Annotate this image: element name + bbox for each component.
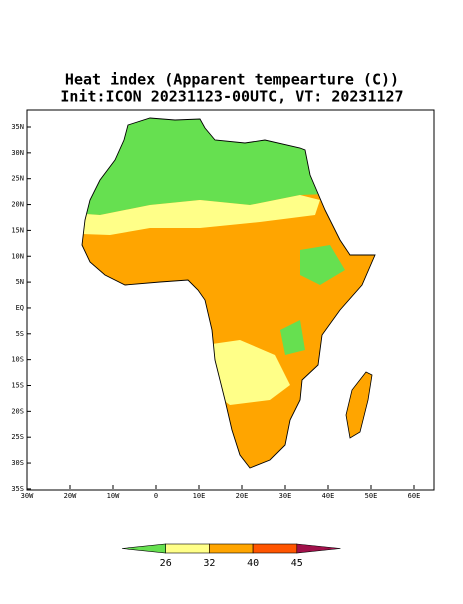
lon-label: 10W [107, 492, 120, 500]
coastline [81, 117, 376, 469]
lon-label: 0 [154, 492, 158, 500]
lon-label: 20E [236, 492, 249, 500]
lon-label: 20W [64, 492, 77, 500]
lon-label: 10E [193, 492, 206, 500]
region [82, 195, 320, 235]
colorbar-segment [165, 543, 210, 554]
region [82, 118, 375, 215]
colorbar-label: 45 [291, 558, 303, 569]
africa [82, 118, 375, 468]
map [26, 109, 435, 491]
lat-label: EQ [16, 304, 24, 312]
lon-label: 60E [408, 492, 421, 500]
lat-label: 5S [16, 330, 24, 338]
colorbar-segment [296, 543, 341, 554]
region [280, 320, 305, 355]
colorbar-segment [121, 543, 166, 554]
region [300, 245, 345, 285]
colorbar-label: 26 [160, 558, 172, 569]
lat-label: 30S [11, 459, 24, 467]
colorbar: 26 32 40 45 [121, 543, 341, 569]
lon-label: 50E [365, 492, 378, 500]
lat-label: 15N [11, 226, 24, 234]
lat-label: 35S [11, 485, 24, 493]
subtitle: Init:ICON 20231123-00UTC, VT: 20231127 [60, 88, 403, 106]
lat-label: 10S [11, 356, 24, 364]
colorbar-label: 32 [203, 558, 215, 569]
lon-label: 40E [322, 492, 335, 500]
region [205, 340, 290, 405]
title: Heat index (Apparent tempearture (C)) [65, 71, 399, 89]
colorbar-label: 40 [247, 558, 259, 569]
lat-label: 25S [11, 433, 24, 441]
lat-label: 25N [11, 175, 24, 183]
lat-label: 15S [11, 382, 24, 390]
lat-label: 35N [11, 123, 24, 131]
lat-label: 10N [11, 252, 24, 260]
lon-label: 30E [279, 492, 292, 500]
ticks: 35N 30N 25N 20N 15N 10N 5N EQ 5S 10S 15S 20S 25S 30S 3… [11, 123, 420, 500]
lat-label: 20S [11, 407, 24, 415]
lat-label: 30N [11, 149, 24, 157]
map-frame [26, 109, 435, 491]
madagascar [345, 371, 373, 439]
lat-label: 5N [16, 278, 24, 286]
colorbar-segment [209, 543, 254, 554]
lat-label: 20N [11, 201, 24, 209]
lon-label: 30W [21, 492, 34, 500]
colorbar-segment [252, 543, 298, 554]
